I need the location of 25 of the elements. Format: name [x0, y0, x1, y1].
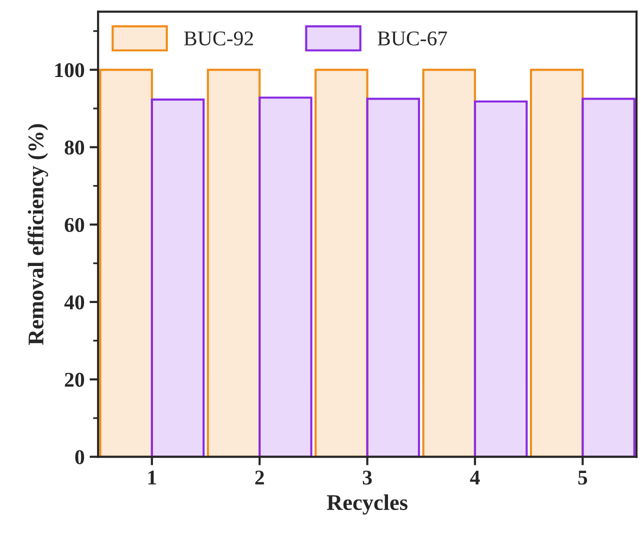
bar [582, 98, 636, 457]
y-tick-label: 80 [64, 140, 84, 155]
bar [206, 68, 261, 457]
y-tick-label: 100 [55, 63, 84, 78]
x-tick-label: 2 [255, 470, 264, 484]
y-tick-label: 0 [75, 450, 84, 464]
x-tick-label: 1 [148, 470, 156, 484]
y-tick-label: 60 [64, 218, 84, 232]
bar [314, 68, 368, 457]
bar [150, 98, 205, 457]
y-tick-label: 40 [64, 295, 84, 310]
x-tick-label: 3 [362, 470, 372, 485]
legend-label: BUC-92 [184, 31, 253, 46]
bar [99, 68, 153, 457]
x-axis-title: Recycles [326, 494, 408, 515]
bar [530, 68, 584, 457]
y-axis-title: Removal efficiency (%) [28, 124, 48, 345]
bar [366, 98, 420, 457]
bar [474, 100, 528, 457]
bar [422, 68, 476, 457]
bar [258, 96, 312, 457]
y-tick-label: 20 [64, 372, 84, 387]
legend-label: BUC-67 [378, 31, 448, 46]
x-tick-label: 4 [470, 470, 480, 484]
x-tick-label: 5 [578, 470, 588, 485]
